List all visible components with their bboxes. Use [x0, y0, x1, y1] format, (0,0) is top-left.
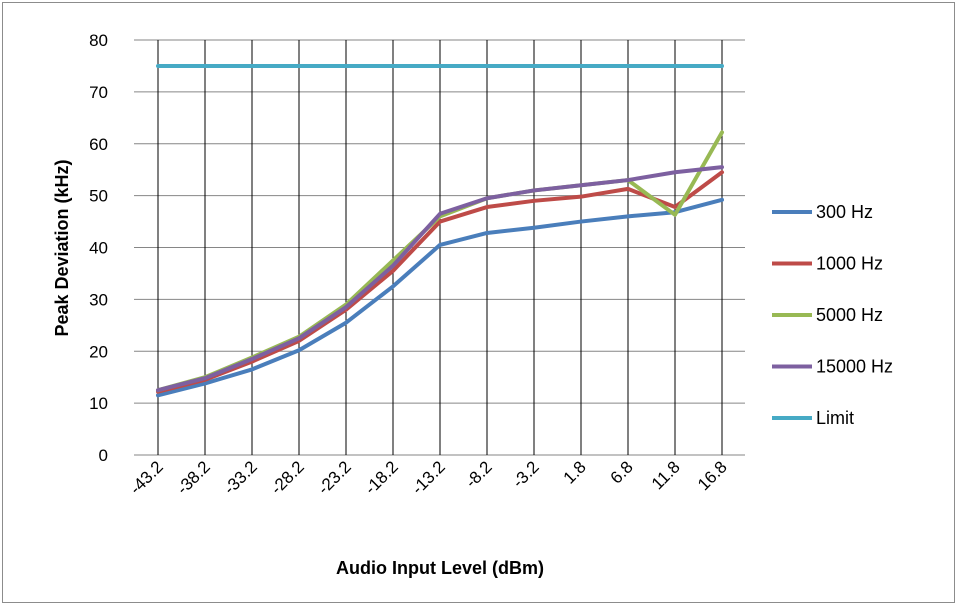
x-tick-label: 1.8	[560, 457, 590, 487]
x-tick-label: -8.2	[462, 457, 496, 491]
x-axis-title: Audio Input Level (dBm)	[336, 558, 544, 578]
series-lines	[156, 63, 724, 398]
y-tick-label: 80	[89, 31, 108, 50]
y-tick-label: 0	[99, 446, 108, 465]
x-tick-label: -28.2	[267, 457, 308, 498]
y-axis-title: Peak Deviation (kHz)	[52, 159, 72, 336]
series-line-1000-hz	[156, 170, 724, 394]
x-tick-label: 6.8	[607, 457, 637, 487]
y-tick-label: 50	[89, 187, 108, 206]
x-tick-label: -38.2	[173, 457, 214, 498]
legend-label: 15000 Hz	[816, 357, 893, 377]
x-tick-label: -13.2	[408, 457, 449, 498]
x-tick-label: 11.8	[648, 457, 684, 493]
x-axis-ticks: -43.2 -38.2 -33.2 -28.2 -23.2 -18.2 -13.2 -8.2-…	[126, 457, 731, 498]
y-axis-ticks: 0 10 20 30 40 50 60 70 80	[89, 31, 108, 465]
y-tick-label: 10	[89, 394, 108, 413]
y-tick-label: 70	[89, 83, 108, 102]
y-tick-label: 30	[89, 290, 108, 309]
y-tick-label: 40	[89, 239, 108, 258]
x-tick-label: -3.2	[509, 457, 543, 491]
x-tick-label: -23.2	[314, 457, 355, 498]
legend-label: Limit	[816, 408, 854, 428]
y-tick-label: 60	[89, 135, 108, 154]
legend: 300 Hz 1000 Hz 5000 Hz 15000 Hz Limit	[772, 202, 893, 428]
x-tick-label: 16.8	[694, 457, 731, 494]
x-tick-label: -18.2	[361, 457, 402, 498]
x-tick-label: -43.2	[126, 457, 167, 498]
x-tick-label: -33.2	[220, 457, 261, 498]
series-line-15000-hz	[156, 165, 724, 393]
y-tick-label: 20	[89, 342, 108, 361]
legend-label: 5000 Hz	[816, 305, 883, 325]
legend-label: 1000 Hz	[816, 254, 883, 274]
legend-label: 300 Hz	[816, 202, 873, 222]
series-line-300-hz	[156, 197, 724, 398]
